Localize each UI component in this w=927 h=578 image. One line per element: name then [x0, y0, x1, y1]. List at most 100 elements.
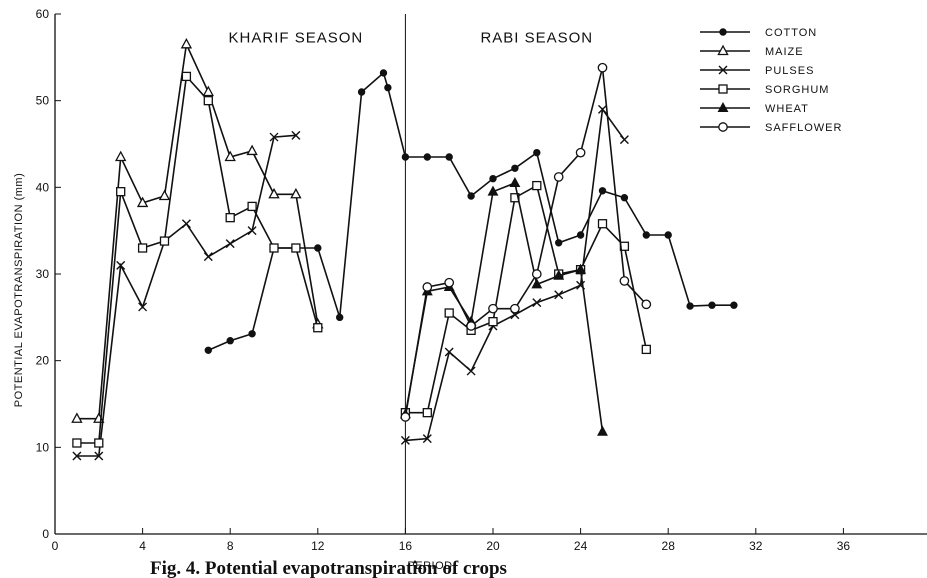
data-point-sorghum — [444, 308, 454, 318]
data-point-cotton — [336, 313, 344, 322]
data-point-safflower — [400, 412, 411, 422]
data-point-sorghum — [159, 236, 170, 246]
legend-label-safflower: SAFFLOWER — [765, 122, 842, 134]
x-tick-label: 16 — [399, 539, 413, 553]
data-point-sorghum — [203, 96, 213, 106]
data-point-safflower — [553, 172, 564, 182]
data-point-maize — [268, 187, 280, 199]
x-tick-label: 32 — [749, 539, 763, 553]
x-tick-label: 4 — [139, 539, 146, 553]
x-tick-label: 12 — [311, 539, 325, 553]
data-point-maize — [224, 150, 236, 162]
data-point-sorghum — [532, 180, 542, 191]
legend-marker-safflower — [718, 122, 728, 132]
data-point-sorghum — [94, 438, 104, 448]
data-point-safflower — [510, 303, 520, 314]
data-point-sorghum — [72, 438, 82, 448]
x-tick-label: 36 — [837, 539, 851, 553]
data-point-pulses — [554, 290, 564, 300]
data-point-sorghum — [422, 408, 432, 418]
data-point-sorghum — [225, 213, 235, 223]
data-point-maize — [115, 150, 127, 162]
legend-label-wheat: WHEAT — [765, 103, 809, 115]
legend-label-cotton: COTTON — [765, 27, 817, 39]
data-point-cotton — [642, 231, 650, 239]
data-point-wheat — [575, 263, 587, 274]
data-point-cotton — [379, 69, 388, 77]
data-point-wheat — [509, 176, 521, 187]
data-point-cotton — [576, 231, 585, 239]
data-point-safflower — [488, 303, 498, 314]
y-tick-label: 60 — [36, 7, 50, 21]
data-point-safflower — [466, 321, 476, 331]
data-point-cotton — [248, 330, 256, 338]
data-point-cotton — [401, 153, 410, 161]
legend-marker-cotton — [719, 28, 727, 36]
legend: COTTON MAIZE PULSES SORGHUM WHEAT SAFFLOWER — [700, 27, 842, 134]
data-point-pulses — [619, 135, 629, 145]
data-point-safflower — [444, 277, 455, 288]
legend-marker-sorghum — [718, 84, 728, 94]
data-point-sorghum — [269, 243, 279, 253]
data-point-maize — [246, 144, 258, 156]
data-point-pulses — [400, 435, 410, 445]
data-point-cotton — [555, 239, 563, 247]
data-point-safflower — [531, 269, 542, 279]
data-point-maize — [71, 412, 83, 423]
legend-label-maize: MAIZE — [765, 46, 804, 58]
data-point-cotton — [664, 231, 672, 239]
series-safflower — [400, 62, 652, 422]
data-point-cotton — [423, 153, 431, 161]
data-point-pulses — [138, 302, 148, 312]
legend-marker-pulses — [718, 65, 728, 75]
data-point-sorghum — [291, 243, 301, 253]
legend-label-sorghum: SORGHUM — [765, 84, 829, 96]
data-point-wheat — [597, 425, 608, 436]
data-point-pulses — [422, 434, 432, 444]
data-point-safflower — [597, 62, 608, 73]
series-line-maize — [76, 41, 319, 420]
data-point-pulses — [72, 451, 82, 461]
data-point-cotton — [226, 337, 234, 345]
data-point-pulses — [444, 347, 454, 357]
data-point-sorghum — [116, 187, 126, 197]
data-point-sorghum — [597, 219, 608, 229]
data-point-maize — [290, 187, 302, 199]
data-point-cotton — [489, 174, 497, 183]
data-point-cotton — [467, 192, 475, 200]
data-point-cotton — [533, 148, 541, 157]
x-tick-label: 0 — [52, 539, 59, 553]
data-point-sorghum — [313, 323, 323, 333]
data-point-cotton — [314, 244, 322, 252]
data-point-wheat — [531, 278, 543, 289]
data-point-pulses — [291, 130, 301, 140]
data-point-cotton — [686, 302, 694, 310]
data-point-sorghum — [247, 201, 257, 212]
y-axis-label: POTENTIAL EVAPOTRANSPIRATION (mm) — [13, 173, 25, 407]
rabi-season-label: RABI SEASON — [480, 29, 593, 46]
y-tick-label: 0 — [42, 527, 49, 541]
data-point-maize — [202, 85, 214, 97]
series-group — [71, 37, 738, 461]
data-point-sorghum — [137, 243, 148, 253]
data-point-cotton — [598, 187, 607, 195]
data-point-pulses — [116, 260, 126, 270]
data-point-pulses — [203, 252, 213, 262]
data-point-sorghum — [641, 344, 651, 355]
x-axis-label: PERIOD — [407, 560, 452, 572]
data-point-wheat — [553, 269, 565, 280]
data-point-maize — [136, 196, 149, 208]
data-point-pulses — [181, 219, 191, 229]
data-point-pulses — [247, 226, 257, 236]
x-tick-label: 20 — [486, 539, 500, 553]
y-tick-label: 20 — [36, 354, 50, 368]
data-point-pulses — [269, 132, 279, 142]
legend-label-pulses: PULSES — [765, 65, 814, 77]
y-axis-ticks: 0 10 20 30 40 50 60 — [36, 7, 61, 541]
data-point-sorghum — [181, 71, 192, 82]
x-tick-label: 24 — [574, 539, 588, 553]
data-point-sorghum — [488, 317, 498, 327]
data-point-safflower — [422, 282, 433, 292]
